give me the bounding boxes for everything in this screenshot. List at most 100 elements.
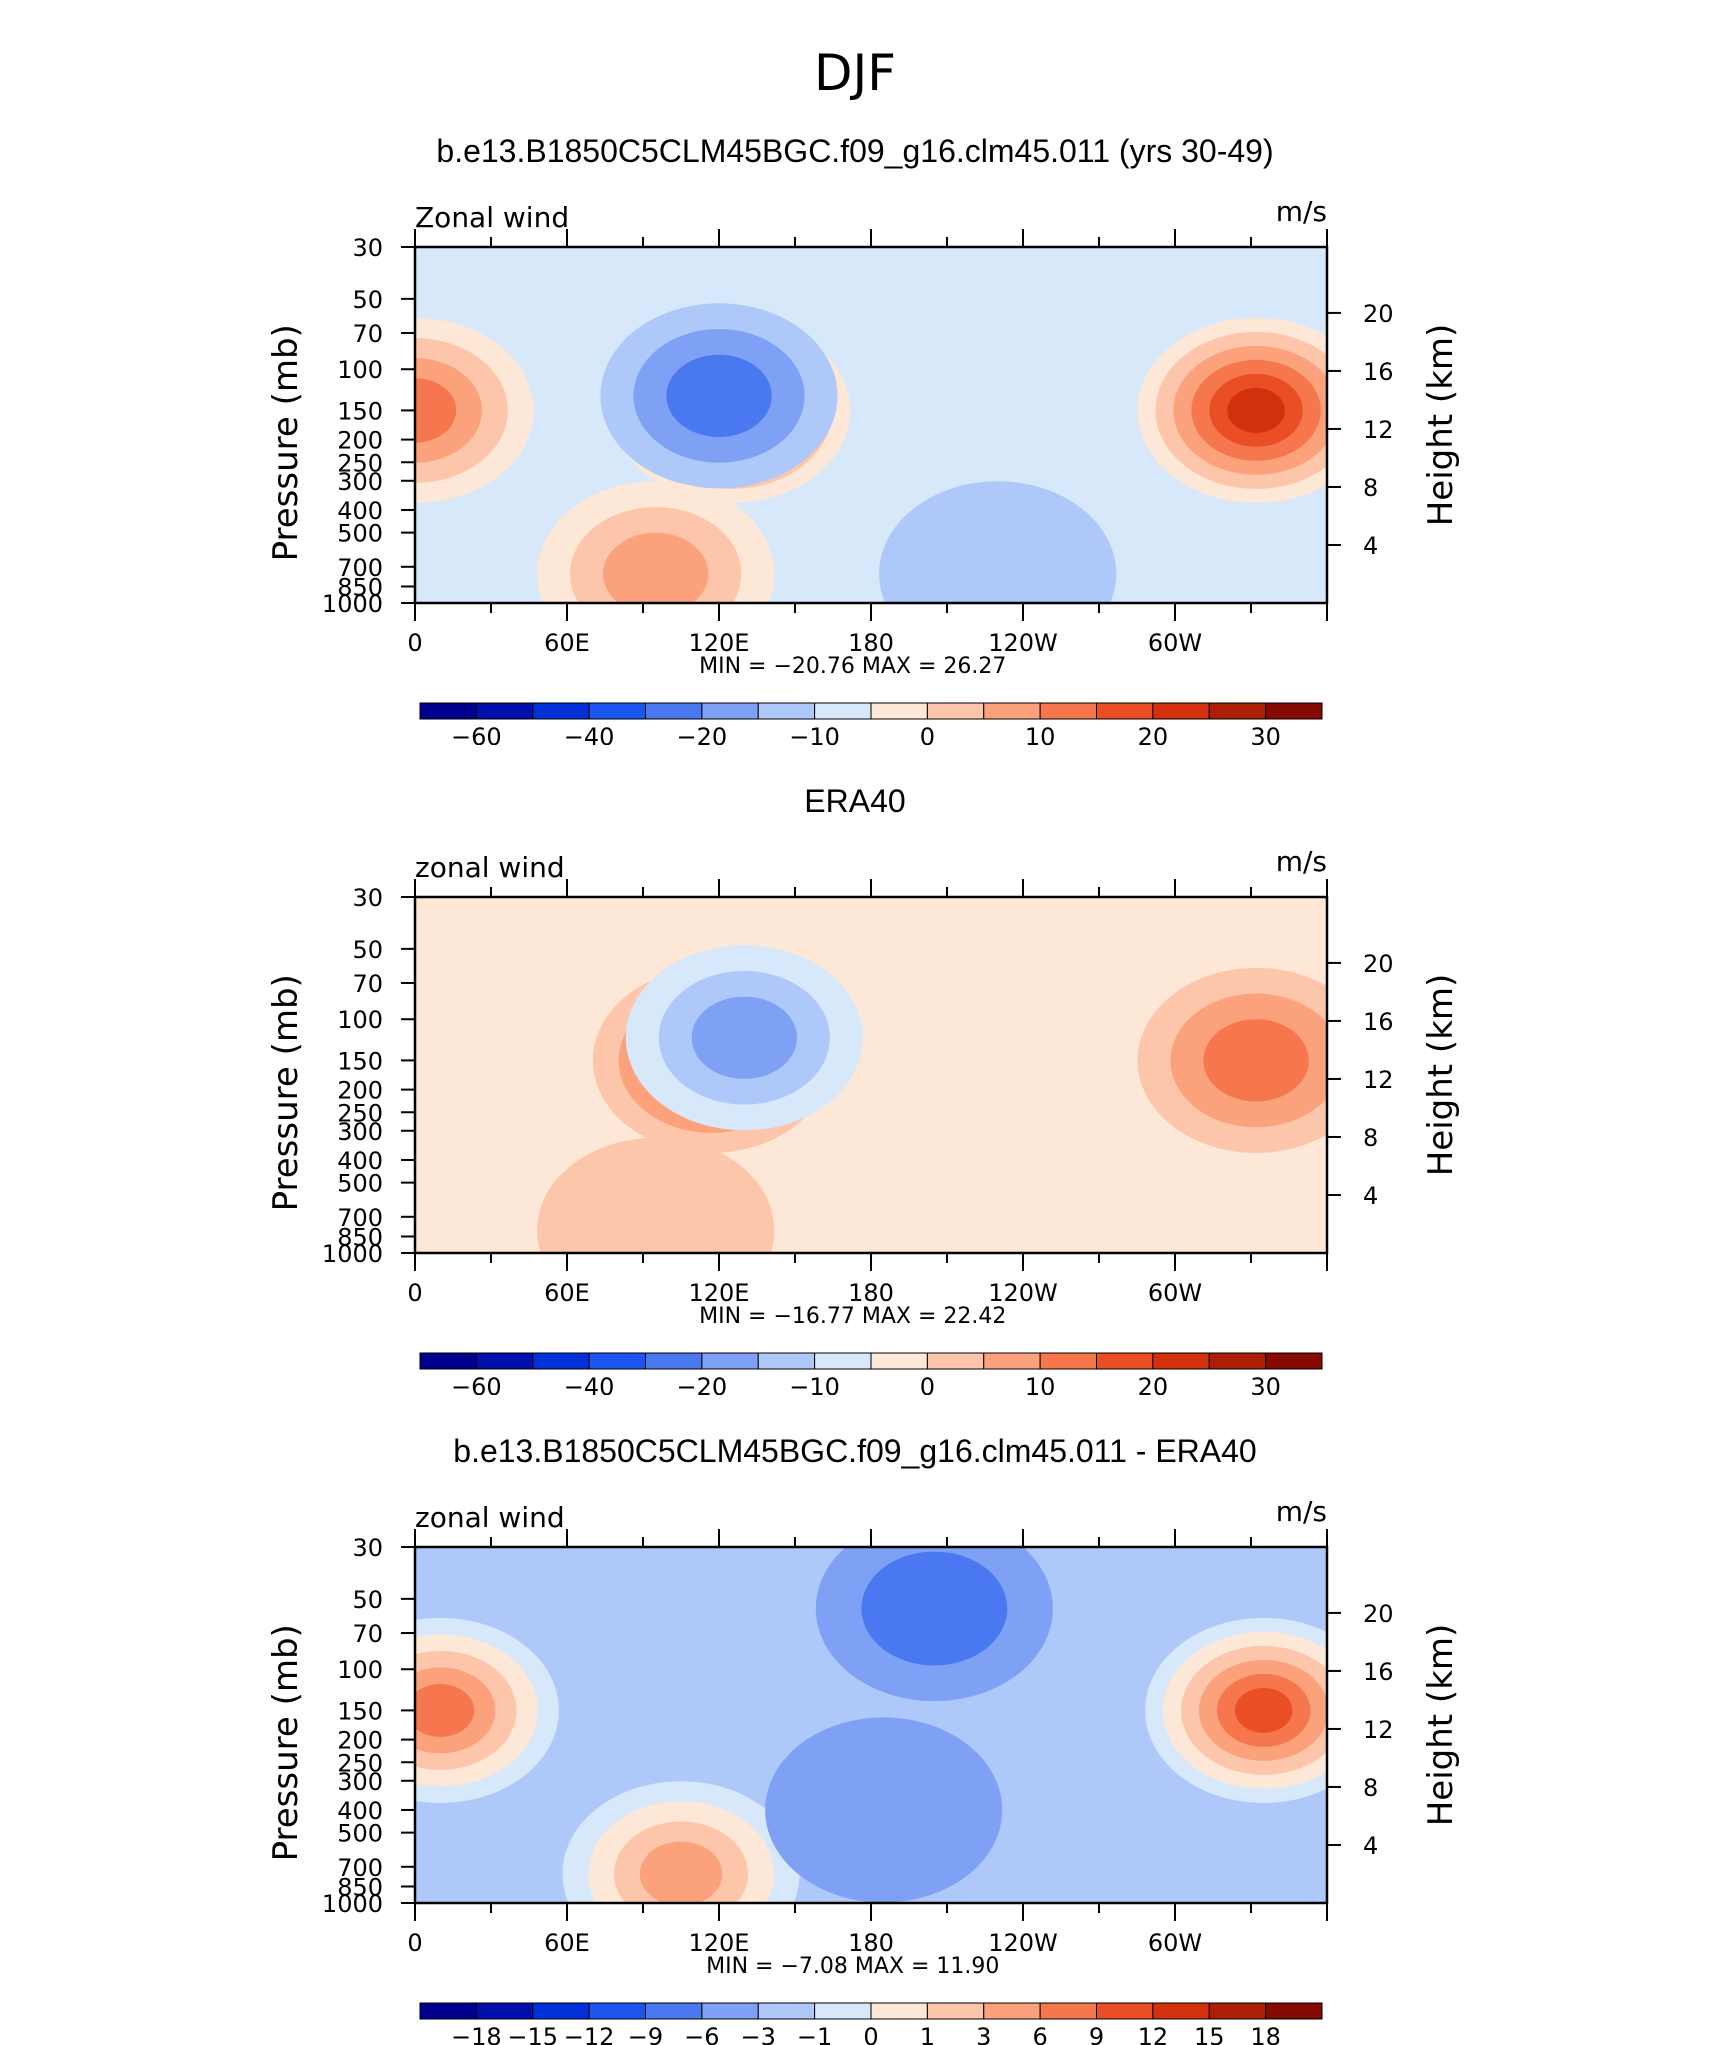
y-tick-label: 50 [352, 936, 383, 964]
contour-level [415, 378, 457, 443]
x-tick-label: 120E [689, 1279, 750, 1307]
y-tick-label: 250 [337, 449, 383, 477]
y-tick-label: 400 [337, 1147, 383, 1175]
colorbar-swatch [1096, 1352, 1154, 1370]
y-tick-label: 1000 [322, 1890, 383, 1918]
y-right-tick-label: 8 [1363, 1124, 1378, 1152]
colorbar-swatch [419, 702, 477, 720]
x-tick-label: 120E [689, 629, 750, 657]
colorbar-swatch [532, 1352, 590, 1370]
y-tick-label: 150 [337, 1697, 383, 1725]
y-tick-label: 850 [337, 1874, 383, 1902]
y-tick-label: 200 [337, 1727, 383, 1755]
min-max-label: MIN = −20.76 MAX = 26.27 [699, 654, 1006, 679]
contour-level [415, 1683, 475, 1737]
colorbar-swatch [475, 702, 534, 720]
y-tick-label: 70 [352, 320, 383, 348]
contour-level [1203, 1019, 1309, 1102]
colorbar-label: 3 [976, 2023, 991, 2045]
y-tick-label: 30 [352, 234, 383, 262]
colorbar-swatch [475, 2002, 534, 2020]
y-tick-label: 70 [352, 1620, 383, 1648]
x-tick-label: 60W [1148, 1929, 1202, 1957]
y-right-tick-label: 12 [1363, 1066, 1394, 1094]
colorbar-swatch [983, 2002, 1041, 2020]
colorbar-swatch [1096, 2002, 1154, 2020]
colorbar-label: −15 [507, 2023, 558, 2045]
x-tick-label: 120W [988, 1929, 1058, 1957]
colorbar-label: −6 [684, 2023, 719, 2045]
colorbar-label: 12 [1138, 2023, 1169, 2045]
colorbar-label: −9 [628, 2023, 663, 2045]
y-tick-label: 850 [337, 1224, 383, 1252]
colorbar-swatch [1096, 702, 1154, 720]
y-tick-label: 300 [337, 1118, 383, 1146]
colorbar-swatch [588, 2002, 646, 2020]
plot-area [415, 1547, 1327, 1903]
contour-level [691, 996, 798, 1079]
y-tick-label: 850 [337, 574, 383, 602]
y-right-tick-label: 12 [1363, 416, 1394, 444]
contour-level [879, 481, 1117, 603]
contour-level [1227, 387, 1285, 433]
units-label: m/s [1276, 195, 1327, 228]
y-tick-label: 500 [337, 1170, 383, 1198]
colorbar-swatch [814, 2002, 872, 2020]
x-tick-label: 60W [1148, 1279, 1202, 1307]
y-tick-label: 250 [337, 1749, 383, 1777]
x-tick-label: 180 [848, 629, 894, 657]
x-tick-label: 120E [689, 1929, 750, 1957]
y-axis-label: Pressure (mb) [266, 324, 306, 561]
y-right-tick-label: 8 [1363, 474, 1378, 502]
colorbar-swatch [1039, 702, 1097, 720]
colorbar-label: 18 [1250, 2023, 1281, 2045]
y-tick-label: 150 [337, 1047, 383, 1075]
colorbar-swatch [1152, 702, 1210, 720]
x-tick-label: 60E [544, 1929, 590, 1957]
colorbar-swatch [701, 1352, 759, 1370]
contour-chart: Zonal wind m/s305070100150200250300400500… [266, 195, 1461, 745]
y-right-tick-label: 16 [1363, 1008, 1394, 1036]
colorbar-label: −60 [451, 723, 502, 745]
colorbar-swatch [532, 702, 590, 720]
colorbar-swatch [419, 2002, 477, 2020]
contour-level [666, 354, 772, 438]
colorbar-label: −1 [797, 2023, 832, 2045]
colorbar-swatch [757, 1352, 816, 1370]
colorbar-label: 0 [863, 2023, 878, 2045]
y-tick-label: 700 [337, 554, 383, 582]
colorbar-label: −3 [741, 2023, 776, 2045]
y-tick-label: 300 [337, 1768, 383, 1796]
variable-label: Zonal wind [415, 201, 569, 234]
y-right-tick-label: 4 [1363, 1832, 1378, 1860]
colorbar-label: 9 [1089, 2023, 1104, 2045]
min-max-label: MIN = −7.08 MAX = 11.90 [706, 1954, 999, 1979]
contour-level [1234, 1687, 1293, 1733]
y-tick-label: 100 [337, 356, 383, 384]
x-tick-label: 60E [544, 1279, 590, 1307]
colorbar-swatch [1265, 1352, 1323, 1370]
colorbar-label: −40 [564, 723, 615, 745]
colorbar-swatch [645, 2002, 703, 2020]
contour-level [602, 532, 709, 603]
colorbar-label: 30 [1250, 1373, 1281, 1395]
colorbar-swatch [588, 1352, 646, 1370]
colorbar-swatch [814, 1352, 872, 1370]
colorbar-swatch [870, 702, 928, 720]
y-right-tick-label: 20 [1363, 1600, 1394, 1628]
colorbar-label: −10 [789, 1373, 840, 1395]
y-tick-label: 1000 [322, 590, 383, 618]
contour-level [861, 1551, 1008, 1666]
y-right-tick-label: 4 [1363, 1182, 1378, 1210]
colorbar-swatch [1208, 2002, 1267, 2020]
variable-label: zonal wind [415, 851, 565, 884]
colorbar-swatch [532, 2002, 590, 2020]
y-tick-label: 50 [352, 286, 383, 314]
colorbar-swatch [1208, 1352, 1267, 1370]
colorbar-label: −10 [789, 723, 840, 745]
x-tick-label: 0 [407, 1279, 422, 1307]
colorbar-swatch [701, 2002, 759, 2020]
x-tick-label: 120W [988, 1279, 1058, 1307]
x-tick-label: 60W [1148, 629, 1202, 657]
y-right-tick-label: 20 [1363, 950, 1394, 978]
